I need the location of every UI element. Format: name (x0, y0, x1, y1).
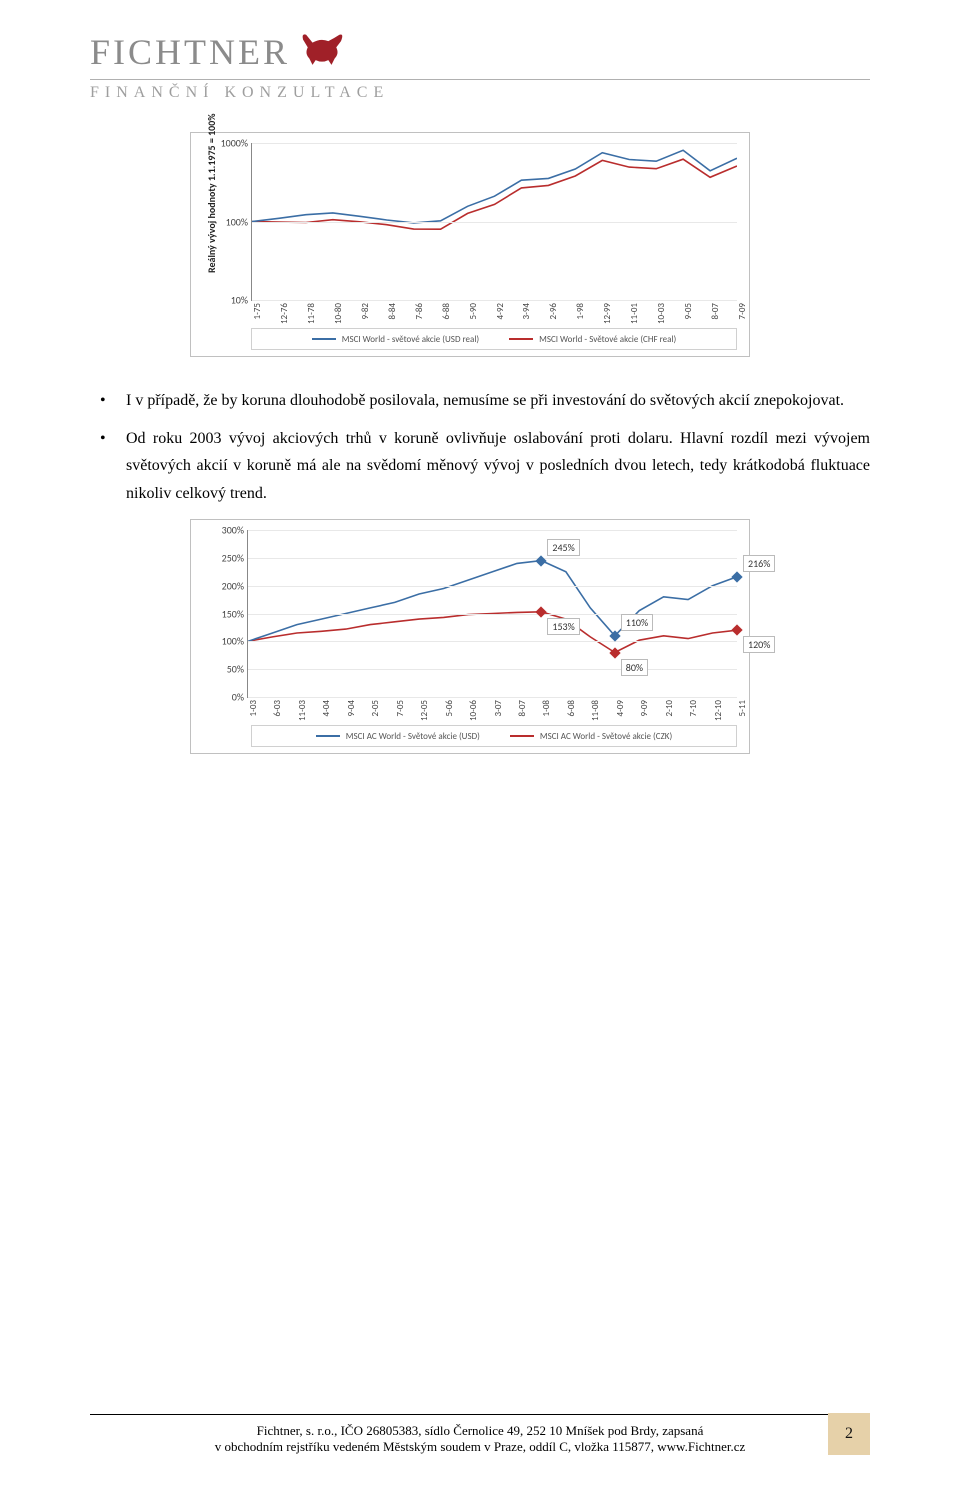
ytick-label: 0% (232, 691, 244, 704)
footer: Fichtner, s. r.o., IČO 26805383, sídlo Č… (90, 1414, 870, 1455)
chart2-legend-label-2: MSCI AC World - Světové akcie (CZK) (540, 731, 672, 742)
chart1-legend-label-1: MSCI World - světové akcie (USD real) (342, 334, 479, 345)
footer-line-1: Fichtner, s. r.o., IČO 26805383, sídlo Č… (90, 1423, 870, 1439)
chart2-plot: 0%50%100%150%200%250%300%1-036-0311-034-… (247, 530, 737, 698)
xtick-label: 9-09 (639, 700, 650, 716)
body-list: I v případě, že by koruna dlouhodobě pos… (90, 387, 870, 507)
xtick-label: 1-98 (575, 303, 586, 319)
xtick-label: 4-04 (321, 700, 332, 716)
chart2-legend-s2: MSCI AC World - Světové akcie (CZK) (510, 731, 672, 742)
brand-subtitle: FINANČNÍ KONZULTACE (90, 84, 870, 102)
ytick-label: 250% (222, 551, 244, 564)
xtick-label: 12-99 (602, 303, 613, 324)
xtick-label: 9-05 (683, 303, 694, 319)
xtick-label: 8-07 (710, 303, 721, 319)
bullet-1: I v případě, že by koruna dlouhodobě pos… (90, 387, 870, 415)
chart-2: 0% 50% 100% 150% 200% 250% 300% 1-03 6-03 11-03 4-… (190, 519, 750, 754)
footer-line-2: v obchodním rejstříku vedeném Městským s… (90, 1439, 870, 1455)
xtick-label: 1-03 (248, 700, 259, 716)
callout-label: 216% (743, 557, 775, 570)
xtick-label: 2-96 (548, 303, 559, 319)
xtick-label: 11-08 (590, 700, 601, 721)
xtick-label: 12-05 (419, 700, 430, 721)
chart1-yaxis-title: Reálný vývoj hodnoty 1.1.1975 = 100% (205, 113, 218, 273)
xtick-label: 2-05 (370, 700, 381, 716)
xtick-label: 10-03 (656, 303, 667, 324)
xtick-label: 4-09 (615, 700, 626, 716)
ytick-label: 50% (227, 663, 244, 676)
header-divider (90, 79, 870, 80)
page-number: 2 (845, 1425, 853, 1443)
chart1-legend-swatch-2 (509, 338, 533, 340)
ytick-label: 150% (222, 607, 244, 620)
xtick-label: 7-10 (688, 700, 699, 716)
xtick-label: 5-11 (737, 700, 748, 716)
xtick-label: 4-92 (495, 303, 506, 319)
chart1-legend-s2: MSCI World - Světové akcie (CHF real) (509, 334, 676, 345)
callout-label: 245% (547, 541, 579, 554)
ytick-label: 100% (222, 635, 244, 648)
bull-path (303, 34, 343, 64)
xtick-label: 8-07 (517, 700, 528, 716)
xtick-label: 12-76 (279, 303, 290, 324)
chart1-legend: MSCI World - světové akcie (USD real) MS… (251, 328, 737, 350)
chart2-legend-s1: MSCI AC World - Světové akcie (USD) (316, 731, 480, 742)
chart1-plot: 10%100%1000%1-7512-7611-7810-809-828-847… (251, 143, 737, 301)
ytick-label: 300% (222, 524, 244, 537)
xtick-label: 1-75 (252, 303, 263, 319)
chart1-legend-label-2: MSCI World - Světové akcie (CHF real) (539, 334, 676, 345)
chart2-legend: MSCI AC World - Světové akcie (USD) MSCI… (251, 725, 737, 747)
xtick-label: 3-07 (493, 700, 504, 716)
chart2-legend-label-1: MSCI AC World - Světové akcie (USD) (346, 731, 480, 742)
xtick-label: 1-08 (541, 700, 552, 716)
xtick-label: 2-10 (664, 700, 675, 716)
series-1-line (252, 150, 737, 223)
xtick-label: 5-06 (444, 700, 455, 716)
callout-label: 110% (621, 616, 653, 629)
xtick-label: 7-09 (737, 303, 748, 319)
page-number-badge: 2 (828, 1413, 870, 1455)
xtick-label: 6-03 (272, 700, 283, 716)
xtick-label: 11-03 (297, 700, 308, 721)
xtick-label: 6-08 (566, 700, 577, 716)
series-2-line (252, 159, 737, 229)
xtick-label: 12-10 (713, 700, 724, 721)
xtick-label: 11-01 (629, 303, 640, 324)
chart1-legend-swatch-1 (312, 338, 336, 340)
series-2-line (248, 612, 737, 653)
xtick-label: 9-04 (346, 700, 357, 716)
bull-icon (298, 30, 346, 73)
chart2-legend-swatch-1 (316, 735, 340, 737)
callout-label: 120% (743, 638, 775, 651)
ytick-label: 200% (222, 579, 244, 592)
ytick-label: 10% (231, 294, 248, 307)
chart2-legend-swatch-2 (510, 735, 534, 737)
series-1-line (248, 561, 737, 642)
brand-name: FICHTNER (90, 31, 290, 73)
ytick-label: 1000% (221, 137, 248, 150)
ytick-label: 100% (226, 215, 248, 228)
xtick-label: 7-05 (395, 700, 406, 716)
xtick-label: 11-78 (306, 303, 317, 324)
xtick-label: 3-94 (521, 303, 532, 319)
xtick-label: 6-88 (441, 303, 452, 319)
bullet-2: Od roku 2003 vývoj akciových trhů v koru… (90, 425, 870, 508)
xtick-label: 5-90 (468, 303, 479, 319)
chart-1: Reálný vývoj hodnoty 1.1.1975 = 100% 10%… (190, 132, 750, 357)
xtick-label: 7-86 (414, 303, 425, 319)
xtick-label: 8-84 (387, 303, 398, 319)
xtick-label: 9-82 (360, 303, 371, 319)
callout-label: 153% (547, 620, 579, 633)
xtick-label: 10-06 (468, 700, 479, 721)
callout-label: 80% (621, 661, 648, 674)
chart1-legend-s1: MSCI World - světové akcie (USD real) (312, 334, 479, 345)
xtick-label: 10-80 (333, 303, 344, 324)
header: FICHTNER (90, 30, 870, 73)
